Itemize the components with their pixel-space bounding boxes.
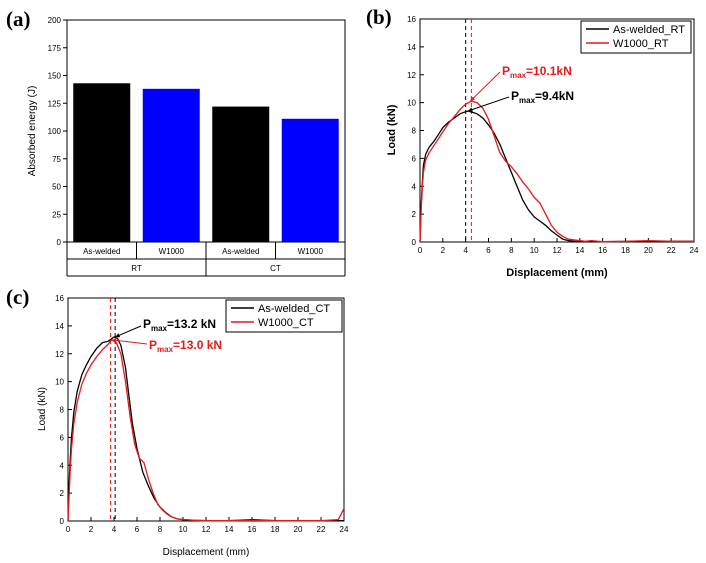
y-tick-label: 8 [412,127,417,136]
x-tick-label: 16 [248,525,257,534]
x-tick-label: 10 [179,525,188,534]
y-tick-label: 12 [55,350,64,359]
line-chart-ct: Load (kN) Displacement (mm) 0 2 4 6 8 10 12 14 1… [37,294,349,558]
c-pmax-arrow-red [111,339,148,345]
y-tick-label: 16 [407,15,416,24]
x-tick-label: 12 [553,246,562,255]
c-x-axis-label: Displacement (mm) [163,547,250,558]
c-pmax-arrow-black-head [115,333,121,338]
legend-entry: As-welded_CT [258,303,330,315]
a-group-label: RT [131,264,142,273]
x-tick-label: 2 [441,246,446,255]
a-bar [142,88,200,242]
panel-label-a: (a) [6,7,31,31]
y-tick-label: 2 [60,489,65,498]
b-x-axis-label: Displacement (mm) [506,267,608,279]
y-tick-label: 4 [60,461,65,470]
a-y-tick-label: 50 [52,183,61,192]
y-tick-label: 0 [412,238,417,247]
b-pmax-arrow-black [467,96,510,112]
x-tick-label: 6 [135,525,140,534]
x-tick-label: 12 [202,525,211,534]
a-y-tick-label: 100 [48,127,62,136]
x-tick-label: 8 [509,246,514,255]
series-line-as-welded-ct [67,336,344,522]
c-pmax-arrow-red-head [111,338,117,343]
x-tick-label: 4 [463,246,468,255]
b-pmax-arrow-red [469,71,501,102]
x-tick-label: 4 [112,525,117,534]
a-group-label: CT [270,264,281,273]
x-tick-label: 14 [225,525,234,534]
x-tick-label: 20 [294,525,303,534]
b-pmax-arrow-red-head [470,96,475,102]
x-tick-label: 0 [66,525,71,534]
y-tick-label: 14 [55,322,64,331]
y-tick-label: 12 [407,71,416,80]
x-tick-label: 0 [418,246,423,255]
legend-entry: W1000_CT [258,317,314,329]
a-bar [212,106,270,242]
a-bar [281,118,339,242]
bar-chart-absorbed-energy: Absorbed energy (J) 0 25 50 75 100 125 150 175 2… [27,16,346,277]
legend-entry: W1000_RT [613,38,669,50]
y-tick-label: 10 [55,378,64,387]
y-tick-label: 6 [60,433,65,442]
series-line-as-welded-rt [419,110,694,243]
x-tick-label: 20 [644,246,653,255]
x-tick-label: 24 [340,525,349,534]
x-tick-label: 10 [530,246,539,255]
y-tick-label: 16 [55,294,64,303]
a-y-tick-label: 75 [52,155,61,164]
c-pmax-annotation-black: Pmax=13.2 kN [143,317,216,333]
a-y-tick-label: 175 [48,44,62,53]
a-y-tick-label: 125 [48,99,62,108]
a-y-axis-label: Absorbed energy (J) [27,86,38,177]
legend-entry: As-welded_RT [613,24,685,36]
panel-label-c: (c) [6,285,29,309]
series-line-w1000-rt [419,100,694,243]
y-tick-label: 6 [412,154,417,163]
y-tick-label: 4 [412,182,417,191]
y-tick-label: 10 [407,99,416,108]
panel-label-b: (b) [366,5,392,29]
a-category-label: W1000 [298,247,324,256]
b-pmax-annotation-red: Pmax=10.1kN [502,64,572,80]
y-tick-label: 0 [60,517,65,526]
x-tick-label: 2 [89,525,94,534]
line-chart-rt: Load (kN) Displacement (mm) 0 2 4 6 8 10 12 14 1… [386,15,699,279]
a-y-tick-label: 200 [48,16,62,25]
y-tick-label: 8 [60,406,65,415]
b-pmax-arrow-black-head [467,107,473,112]
c-pmax-annotation-red: Pmax=13.0 kN [149,338,222,354]
x-tick-label: 14 [575,246,584,255]
a-y-tick-label: 0 [57,238,62,247]
x-tick-label: 16 [598,246,607,255]
a-y-tick-label: 25 [52,210,61,219]
b-pmax-annotation-black: Pmax=9.4kN [511,89,574,105]
x-tick-label: 18 [621,246,630,255]
y-tick-label: 2 [412,210,417,219]
series-line-w1000-ct [67,338,345,522]
x-tick-label: 22 [317,525,326,534]
x-tick-label: 18 [271,525,280,534]
y-tick-label: 14 [407,43,416,52]
a-y-tick-label: 150 [48,72,62,81]
a-category-label: W1000 [159,247,185,256]
c-pmax-arrow-black [114,325,142,338]
a-category-label: As-welded [222,247,259,256]
x-tick-label: 22 [667,246,676,255]
x-tick-label: 8 [158,525,163,534]
c-y-axis-label: Load (kN) [37,387,48,431]
a-category-label: As-welded [83,247,120,256]
legend-box [580,20,692,54]
a-bar [73,83,131,243]
x-tick-label: 24 [690,246,699,255]
legend-box [225,299,343,333]
b-y-axis-label: Load (kN) [386,104,398,155]
x-tick-label: 6 [486,246,491,255]
